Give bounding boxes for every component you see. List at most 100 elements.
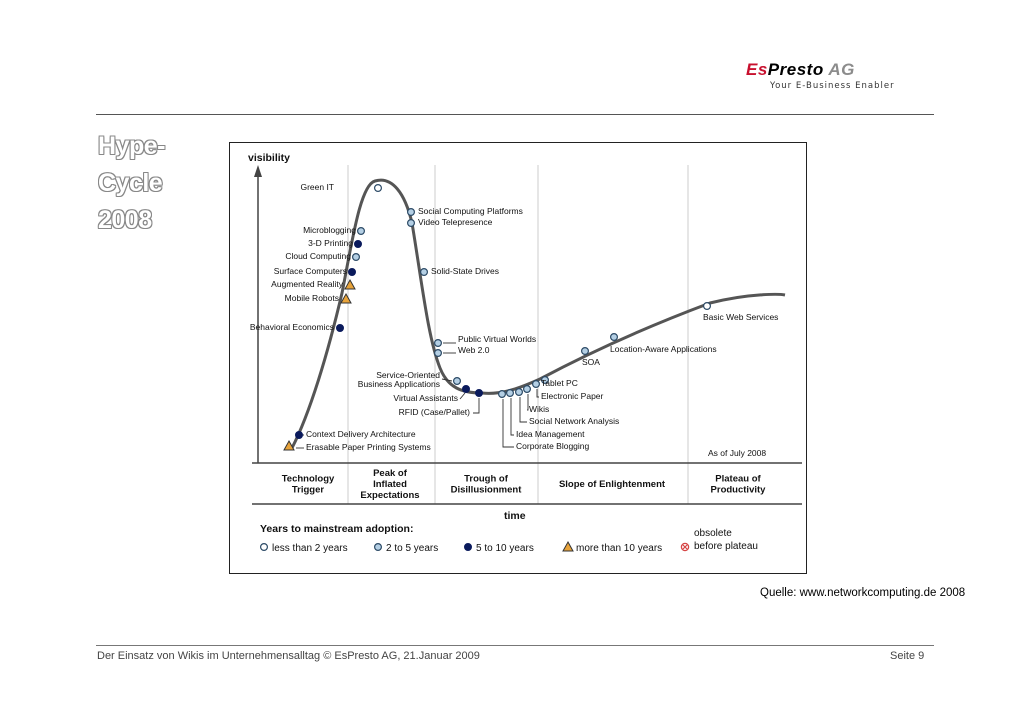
marker-idea-management	[506, 389, 515, 398]
marker-virtual-assistants	[462, 385, 471, 394]
label-business-applications: Business Applications	[358, 379, 440, 389]
label-context-delivery-architecture: Context Delivery Architecture	[306, 429, 416, 439]
phase-3-label: Trough of Disillusionment	[451, 474, 523, 496]
label-wikis: Wikis	[529, 404, 549, 414]
footer-divider	[96, 645, 934, 646]
footer-text: Der Einsatz von Wikis im Unternehmensall…	[97, 650, 480, 662]
label-public-virtual-worlds: Public Virtual Worlds	[458, 334, 536, 344]
marker-basic-web-services	[703, 302, 712, 311]
hype-curve	[290, 178, 786, 449]
legend-item-5to10: 5 to 10 years	[464, 543, 534, 554]
label-service-oriented: Service-Oriented	[376, 370, 440, 380]
connector-wikis	[527, 394, 529, 411]
hype-cycle-diagram: visibility Green IT Social Computing Plat…	[229, 142, 807, 574]
connector-idea-management	[510, 398, 514, 436]
marker-surface-computers	[347, 267, 356, 276]
label-electronic-paper: Electronic Paper	[541, 391, 604, 401]
legend-item-2to5: 2 to 5 years	[374, 543, 438, 554]
source-citation: Quelle: www.networkcomputing.de 2008	[760, 587, 966, 599]
legend-item-obsolete: obsolete before plateau	[680, 528, 758, 552]
header-divider	[96, 114, 934, 115]
label-video-telepresence: Video Telepresence	[418, 217, 493, 227]
marker-3-d-printing	[353, 239, 362, 248]
technology-labels: Green IT Social Computing PlatformsVideo …	[250, 182, 779, 452]
phase-2-label: Peak of Inflated Expectations	[360, 468, 419, 501]
logo-tagline: Your E-Business Enabler	[770, 81, 895, 91]
marker-solid-state-drives	[420, 267, 429, 276]
marker-erasable-paper-printing-systems	[283, 439, 295, 451]
phase-gridlines	[347, 165, 689, 504]
marker-wikis	[523, 385, 532, 394]
legend-label: obsolete before plateau	[694, 528, 758, 552]
label-soa: SOA	[582, 357, 600, 367]
legend-label: less than 2 years	[272, 543, 348, 554]
marker-rfid-case-pallet	[475, 389, 484, 398]
marker-mobile-robots	[340, 292, 352, 304]
label-corporate-blogging: Corporate Blogging	[516, 441, 590, 451]
legend-label: more than 10 years	[576, 543, 662, 554]
label-rfid-case-pallet: RFID (Case/Pallet)	[399, 407, 470, 417]
title-line: 2008	[98, 206, 152, 234]
marker-soa	[581, 347, 590, 356]
marker-behavioral-economics	[335, 324, 344, 333]
connector-virtual-assistants	[459, 392, 466, 400]
marker-electronic-paper	[532, 380, 541, 389]
label-social-network-analysis: Social Network Analysis	[529, 416, 619, 426]
y-axis-label: visibility	[248, 152, 290, 164]
label-green-it: Green IT	[300, 182, 334, 192]
logo-presto: Presto	[767, 60, 824, 79]
connector-electronic-paper	[536, 389, 539, 398]
marker-corporate-blogging	[498, 390, 507, 399]
label-location-aware-applications: Location-Aware Applications	[610, 344, 717, 354]
marker-video-telepresence	[407, 218, 416, 227]
marker-cloud-computing	[351, 252, 360, 261]
espresto-logo: EsPresto AG Your E-Business Enabler	[746, 60, 936, 96]
phase-4-label: Slope of Enlightenment	[559, 479, 666, 490]
hype-cycle-svg: visibility Green IT Social Computing Plat…	[248, 152, 802, 554]
marker-social-computing-platforms	[407, 207, 416, 216]
logo-es: Es	[746, 60, 768, 79]
slide-title: Hype- Cycle 2008	[98, 128, 188, 239]
legend-item-lt2: less than 2 years	[260, 543, 348, 554]
marker-social-network-analysis	[515, 388, 524, 397]
legend-item-gt10: more than 10 years	[562, 540, 662, 554]
marker-augmented-reality	[344, 278, 356, 290]
title-line: Hype-	[98, 132, 165, 160]
connector-service-oriented	[441, 378, 453, 382]
marker-service-oriented	[453, 377, 462, 386]
phase-1-label: Technology Trigger	[282, 474, 335, 496]
page-number: Seite 9	[890, 650, 925, 662]
as-of-label: As of July 2008	[708, 448, 766, 458]
legend-label: 5 to 10 years	[476, 543, 534, 554]
legend-symbol-2to5	[374, 543, 383, 552]
legend-symbol-gt10	[562, 540, 574, 552]
legend-symbol-obsolete	[680, 542, 690, 552]
marker-tablet-pc	[541, 376, 550, 385]
legend-title: Years to mainstream adoption:	[260, 523, 413, 535]
label-3-d-printing: 3-D Printing	[308, 238, 353, 248]
label-microblogging: Microblogging	[303, 225, 356, 235]
technology-markers	[283, 183, 712, 451]
marker-context-delivery-architecture	[294, 431, 303, 440]
label-solid-state-drives: Solid-State Drives	[431, 266, 499, 276]
logo-wordmark: EsPresto AG	[746, 60, 855, 80]
label-tablet-pc: Tablet PC	[541, 378, 578, 388]
label-behavioral-economics: Behavioral Economics	[250, 322, 334, 332]
marker-location-aware-applications	[610, 333, 619, 342]
label-social-computing-platforms: Social Computing Platforms	[418, 206, 523, 216]
label-mobile-robots: Mobile Robots	[285, 293, 339, 303]
label-idea-management: Idea Management	[516, 429, 585, 439]
legend-symbol-5to10	[464, 543, 473, 552]
marker-green-it	[374, 183, 383, 192]
legend-label: 2 to 5 years	[386, 543, 438, 554]
y-axis-arrow	[254, 165, 262, 177]
label-web-2-0: Web 2.0	[458, 345, 490, 355]
label-basic-web-services: Basic Web Services	[703, 312, 778, 322]
connector-social-network-analysis	[519, 397, 527, 423]
label-connectors	[296, 342, 539, 449]
logo-ag: AG	[828, 60, 855, 79]
label-cloud-computing: Cloud Computing	[285, 251, 351, 261]
label-virtual-assistants: Virtual Assistants	[393, 393, 458, 403]
x-axis-label: time	[504, 510, 526, 522]
label-erasable-paper-printing-systems: Erasable Paper Printing Systems	[306, 442, 431, 452]
